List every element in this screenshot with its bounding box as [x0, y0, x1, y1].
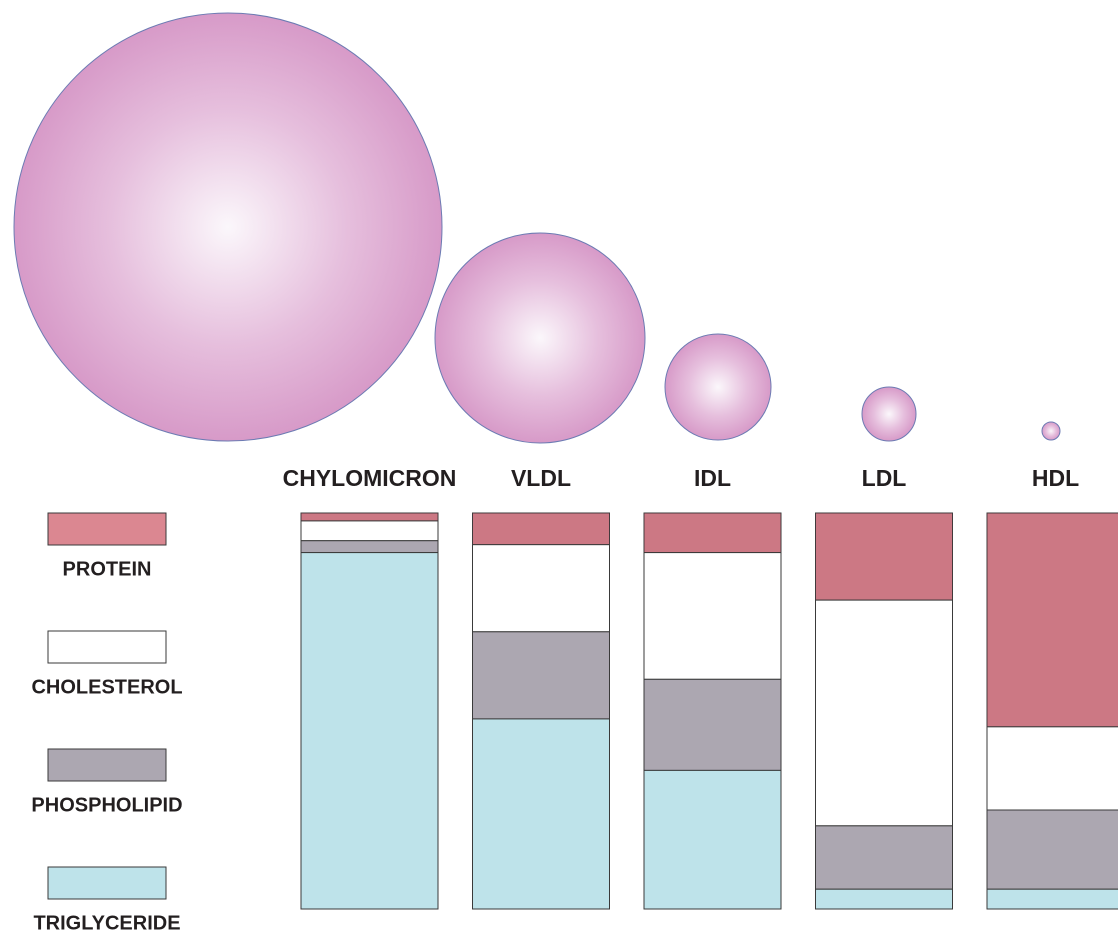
legend-swatch	[47, 866, 167, 900]
legend-swatch	[47, 512, 167, 546]
bar-segment	[986, 726, 1118, 811]
bar-segment	[472, 512, 610, 546]
bar-segment	[300, 520, 439, 542]
legend-label: TRIGLYCERIDE	[33, 912, 180, 934]
bar-segment	[300, 552, 439, 910]
particle-circle	[13, 12, 443, 442]
category-label: LDL	[862, 465, 907, 491]
bar-segment	[300, 540, 439, 554]
bar-segment	[643, 678, 782, 771]
bar-segment	[986, 809, 1118, 890]
legend-label: PHOSPHOLIPID	[31, 794, 182, 816]
bar-segment	[815, 825, 953, 890]
bar-segment	[815, 888, 953, 910]
bar-segment	[472, 718, 610, 910]
particle-circle	[664, 333, 772, 441]
bar-segment	[815, 512, 953, 601]
legend-swatch	[47, 748, 167, 782]
bar-segment	[472, 631, 610, 720]
bar-segment	[815, 599, 953, 827]
legend-label: CHOLESTEROL	[31, 676, 182, 698]
bar-segment	[643, 552, 782, 680]
category-label: HDL	[1032, 465, 1079, 491]
bar-segment	[472, 544, 610, 633]
legend-swatch	[47, 630, 167, 664]
particle-sizes	[13, 12, 1061, 444]
particle-circle	[434, 232, 646, 444]
category-label: VLDL	[511, 465, 571, 491]
category-label: CHYLOMICRON	[283, 465, 457, 491]
bar-segment	[643, 769, 782, 910]
bar-segment	[986, 512, 1118, 728]
bar-segment	[300, 512, 439, 522]
particle-circle	[861, 386, 917, 442]
category-label: IDL	[694, 465, 731, 491]
bar-segment	[643, 512, 782, 554]
bar-segment	[986, 888, 1118, 910]
particle-circle	[1041, 421, 1061, 441]
legend-label: PROTEIN	[63, 558, 152, 580]
